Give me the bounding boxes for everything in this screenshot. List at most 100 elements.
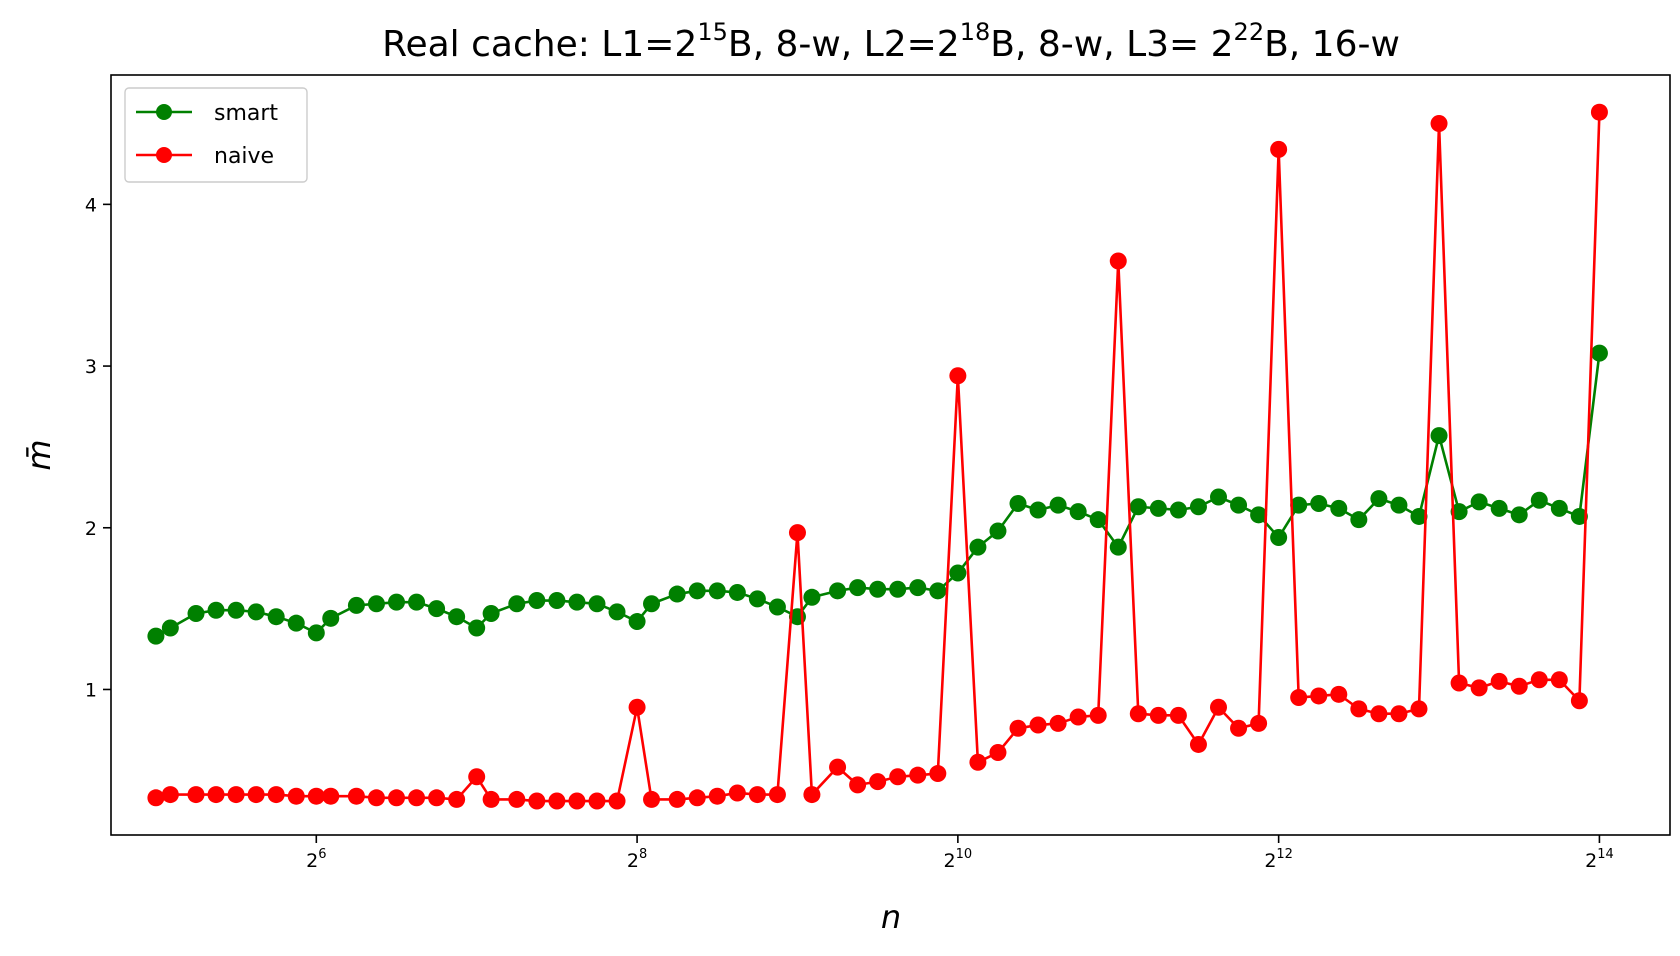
smart-point xyxy=(1109,538,1127,556)
smart-point xyxy=(1009,495,1027,513)
naive-point xyxy=(388,789,405,807)
naive-point xyxy=(287,787,305,805)
smart-point xyxy=(688,582,706,600)
naive-point xyxy=(1430,115,1448,133)
smart-point xyxy=(1029,501,1047,519)
naive-point xyxy=(307,787,325,805)
smart-point xyxy=(1490,499,1508,517)
y-tick-label: 2 xyxy=(85,518,97,540)
naive-point xyxy=(548,792,566,810)
smart-point xyxy=(1149,499,1167,517)
naive-point xyxy=(1009,719,1027,737)
smart-point xyxy=(568,593,586,611)
smart-point xyxy=(1069,503,1087,521)
smart-point xyxy=(322,609,340,627)
naive-point xyxy=(668,790,686,808)
naive-point xyxy=(929,765,947,783)
y-axis-label: m̄ xyxy=(20,439,58,470)
naive-point xyxy=(788,524,806,542)
smart-point xyxy=(949,564,967,582)
x-tick-label: 26 xyxy=(306,847,326,872)
smart-point xyxy=(508,595,526,613)
smart-point xyxy=(869,580,887,598)
naive-point xyxy=(1069,708,1087,726)
smart-point xyxy=(643,595,661,613)
naive-point xyxy=(1109,252,1127,270)
legend: smart naive xyxy=(124,87,308,183)
naive-point xyxy=(708,787,726,805)
naive-point xyxy=(1089,706,1107,724)
smart-point xyxy=(1330,499,1348,517)
series-naive xyxy=(147,103,1608,810)
naive-point xyxy=(1250,714,1268,732)
smart-point xyxy=(227,601,245,619)
naive-point xyxy=(187,786,205,804)
smart-point xyxy=(1370,490,1388,508)
naive-point xyxy=(643,790,661,808)
naive-point xyxy=(969,753,987,771)
y-axis-ticks: 1 2 3 4 xyxy=(85,194,111,701)
naive-point xyxy=(748,786,766,804)
naive-point xyxy=(528,792,546,810)
smart-point xyxy=(909,579,927,597)
smart-point xyxy=(969,538,987,556)
naive-point xyxy=(768,786,786,804)
smart-point xyxy=(989,522,1007,540)
smart-point xyxy=(1510,506,1528,524)
smart-point xyxy=(1290,496,1308,514)
smart-point xyxy=(1089,511,1107,529)
legend-smart-marker xyxy=(156,104,172,120)
naive-point xyxy=(803,786,821,804)
naive-point xyxy=(1230,719,1248,737)
naive-point xyxy=(1490,672,1508,690)
smart-point xyxy=(803,588,821,606)
legend-naive-marker xyxy=(156,147,172,163)
smart-point xyxy=(1430,427,1448,445)
smart-point xyxy=(161,619,179,637)
chart-title: Real cache: L1=215B, 8-w, L2=218B, 8-w, … xyxy=(382,18,1400,65)
smart-point xyxy=(307,624,325,642)
smart-point xyxy=(728,583,746,601)
smart-point xyxy=(1250,506,1268,524)
smart-point xyxy=(1470,493,1488,511)
smart-point xyxy=(1210,488,1227,506)
smart-point xyxy=(147,627,165,645)
naive-point xyxy=(347,787,365,805)
x-tick-label: 210 xyxy=(944,847,973,872)
naive-point xyxy=(1149,706,1167,724)
smart-point xyxy=(428,600,446,618)
naive-point xyxy=(1450,674,1468,692)
naive-point xyxy=(482,790,500,808)
smart-point xyxy=(608,603,626,621)
naive-point xyxy=(1550,671,1568,689)
naive-point xyxy=(147,789,165,807)
smart-point xyxy=(187,604,205,622)
naive-point xyxy=(1330,685,1348,703)
naive-point xyxy=(909,766,927,784)
smart-point xyxy=(482,604,500,622)
naive-point xyxy=(1270,140,1288,158)
naive-point xyxy=(1410,700,1428,718)
naive-point xyxy=(1350,700,1368,718)
smart-point xyxy=(1530,491,1548,509)
naive-point xyxy=(568,792,586,810)
x-tick-label: 214 xyxy=(1585,847,1614,872)
naive-point xyxy=(428,789,446,807)
smart-point xyxy=(548,592,566,610)
smart-point xyxy=(1350,511,1368,529)
smart-point xyxy=(1310,495,1328,513)
naive-point xyxy=(1570,692,1588,710)
legend-smart-label: smart xyxy=(214,101,278,126)
smart-point xyxy=(408,593,426,611)
naive-point xyxy=(408,789,426,807)
smart-point xyxy=(829,582,847,600)
smart-point xyxy=(468,619,486,637)
naive-point xyxy=(227,786,245,804)
smart-point xyxy=(1049,496,1067,514)
smart-point xyxy=(207,601,225,619)
naive-point xyxy=(1470,679,1488,697)
naive-point xyxy=(829,758,847,776)
naive-point xyxy=(949,367,967,385)
naive-point xyxy=(468,768,486,786)
naive-point xyxy=(1510,677,1528,695)
